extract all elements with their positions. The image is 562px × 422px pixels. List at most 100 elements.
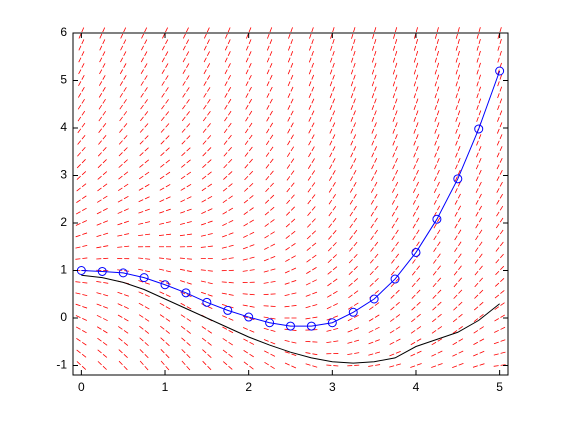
- slope-segment: [434, 122, 440, 134]
- slope-segment: [497, 110, 503, 122]
- slope-segment: [98, 122, 107, 134]
- slope-segment: [161, 87, 169, 98]
- slope-segment: [99, 63, 106, 75]
- slope-segment: [224, 63, 231, 75]
- slope-segment: [263, 327, 276, 332]
- solution-line: [81, 274, 500, 364]
- slope-segment: [119, 63, 127, 75]
- slope-segment: [97, 337, 108, 346]
- slope-segment: [222, 195, 233, 204]
- slope-segment: [96, 207, 108, 215]
- slope-segment: [392, 134, 398, 146]
- slope-segment: [181, 360, 191, 371]
- slope-segment: [245, 39, 252, 51]
- slope-segment: [434, 110, 440, 122]
- slope-segment: [263, 339, 276, 345]
- slope-segment: [455, 50, 460, 63]
- slope-segment: [494, 326, 506, 333]
- slope-segment: [497, 62, 502, 75]
- slope-segment: [371, 158, 378, 170]
- slope-segment: [242, 244, 255, 250]
- x-tick-label: 5: [496, 380, 503, 394]
- slope-segment: [476, 50, 481, 63]
- slope-segment: [433, 181, 440, 193]
- slope-segment: [349, 241, 358, 252]
- slope-segment: [413, 86, 419, 99]
- slope-segment: [497, 86, 503, 99]
- slope-segment: [474, 265, 483, 276]
- slope-segment: [140, 51, 148, 63]
- marker: [244, 312, 254, 322]
- slope-segment: [455, 86, 461, 99]
- slope-segment: [181, 135, 191, 145]
- slope-segment: [473, 314, 484, 322]
- slope-segment: [454, 205, 462, 217]
- slope-segment: [476, 74, 481, 87]
- slope-segment: [286, 194, 295, 205]
- slope-segment: [118, 337, 129, 346]
- slope-segment: [265, 146, 274, 157]
- slope-segment: [411, 313, 421, 323]
- slope-segment: [371, 134, 377, 146]
- slope-segment: [182, 99, 190, 110]
- slope-segment: [75, 281, 88, 284]
- slope-segment: [160, 123, 170, 133]
- slope-segment: [117, 245, 130, 248]
- slope-segment: [328, 170, 336, 181]
- slope-segment: [347, 302, 359, 310]
- slope-segment: [286, 206, 295, 216]
- slope-segment: [433, 253, 441, 264]
- slope-segment: [159, 196, 171, 203]
- slope-segment: [245, 74, 252, 87]
- slope-segment: [97, 147, 107, 157]
- slope-segment: [497, 39, 502, 51]
- slope-segment: [99, 27, 106, 39]
- slope-segment: [411, 265, 421, 276]
- slope-segment: [78, 51, 85, 63]
- slope-segment: [412, 217, 420, 229]
- slope-segment: [371, 39, 377, 51]
- slope-segment: [159, 184, 171, 191]
- slope-segment: [326, 303, 338, 310]
- slope-segment: [307, 158, 315, 169]
- slope-segment: [161, 75, 169, 86]
- slope-segment: [349, 205, 357, 217]
- slope-segment: [242, 293, 255, 296]
- slope-segment: [434, 39, 439, 51]
- slope-segment: [305, 304, 318, 309]
- slope-segment: [329, 86, 335, 99]
- slope-segment: [96, 232, 109, 237]
- slope-segment: [117, 303, 129, 310]
- slope-segment: [369, 302, 380, 310]
- slope-segment: [264, 206, 275, 216]
- slope-segment: [96, 326, 108, 334]
- slope-segment: [371, 62, 377, 75]
- marker: [390, 274, 400, 284]
- slope-segment: [159, 208, 171, 214]
- slope-segment: [119, 75, 127, 86]
- slope-segment: [493, 339, 506, 345]
- slope-segment: [391, 193, 399, 205]
- slope-segment: [245, 63, 252, 75]
- slope-segment: [286, 170, 295, 181]
- slope-segment: [96, 314, 108, 322]
- slope-segment: [476, 86, 482, 99]
- slope-segment: [221, 232, 234, 238]
- slope-segment: [265, 158, 274, 169]
- slope-segment: [222, 220, 234, 226]
- slope-segment: [96, 281, 109, 284]
- y-tick-label: 1: [60, 263, 67, 277]
- slope-segment: [160, 135, 170, 145]
- slope-segment: [75, 303, 88, 309]
- slope-segment: [245, 51, 252, 63]
- slope-segment: [497, 27, 502, 39]
- slope-segment: [181, 349, 191, 359]
- slope-segment: [350, 74, 356, 87]
- slope-segment: [77, 86, 85, 98]
- slope-segment: [97, 361, 107, 370]
- slope-segment: [264, 361, 275, 370]
- slope-segment: [180, 302, 192, 310]
- marker: [411, 247, 421, 257]
- slope-segment: [201, 220, 213, 226]
